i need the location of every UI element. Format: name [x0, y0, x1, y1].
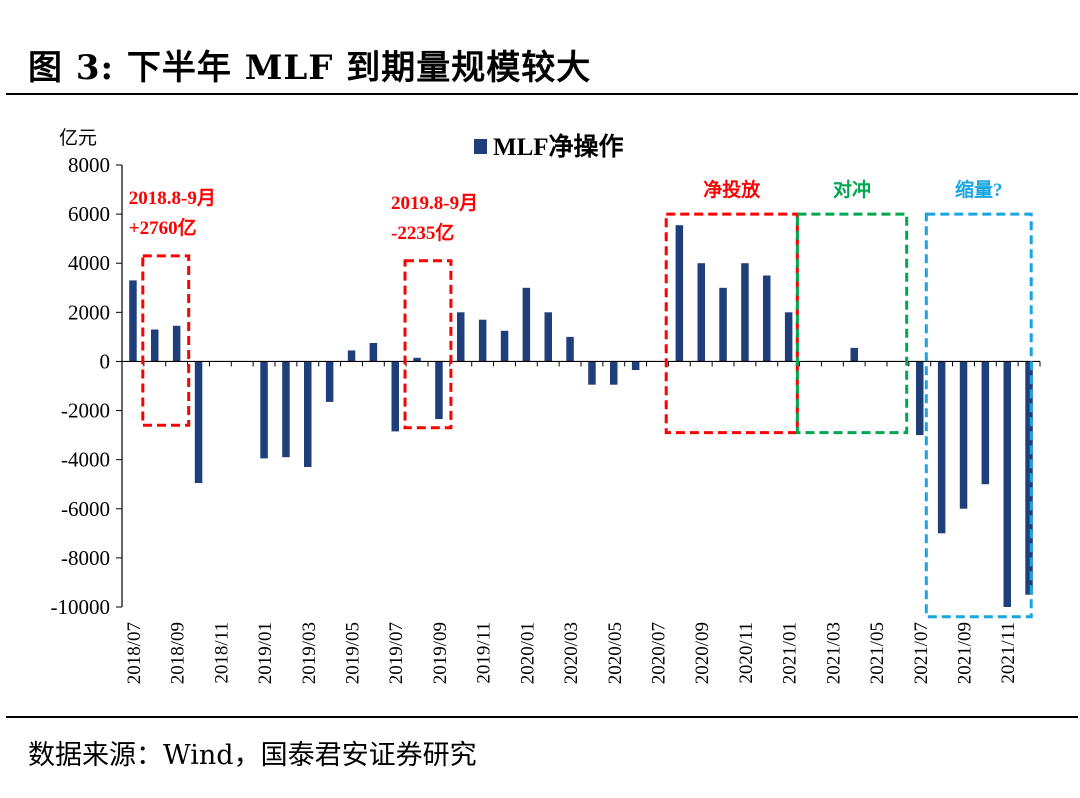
annotation-box	[403, 259, 453, 430]
annotation-box	[141, 254, 191, 427]
annotation-label: +2760亿	[129, 216, 197, 239]
x-tick-label: 2019/05	[343, 622, 364, 684]
bar-2018/08	[151, 329, 159, 362]
x-tick-label: 2021/11	[998, 622, 1019, 684]
x-tick-label: 2018/11	[211, 622, 232, 684]
x-tick-label: 2019/07	[386, 622, 407, 684]
bar-2020/06	[631, 361, 640, 370]
y-tick-label: -4000	[61, 448, 110, 472]
bar-2019/07	[391, 361, 399, 432]
legend: MLF净操作	[474, 133, 624, 161]
x-tick-label: 2019/01	[255, 622, 276, 684]
bar-2020/11	[741, 263, 749, 362]
bar-2020/02	[544, 312, 552, 362]
x-tick-label: 2021/07	[911, 622, 932, 684]
figure-title: 图 3: 下半年 MLF 到期量规模较大	[28, 48, 592, 88]
x-tick-label: 2020/01	[517, 622, 538, 684]
y-tick-label: -2000	[61, 399, 110, 423]
annotation-label: 净投放	[703, 178, 761, 201]
bar-2021/01	[784, 312, 793, 362]
bar-2018/10	[194, 361, 203, 483]
annotations: 2018.8-9月 +2760亿 2019.8-9月 -2235亿 净投放 对冲 缩量?	[129, 178, 1033, 619]
annotation-box	[924, 212, 1033, 619]
bar-series	[129, 225, 1033, 607]
bar-2021/04	[850, 347, 858, 362]
annotation-box	[795, 212, 909, 435]
bar-2019/03	[304, 361, 312, 467]
x-tick-label: 2021/03	[823, 622, 844, 684]
annotation-label: 2019.8-9月	[391, 193, 478, 214]
bar-2019/05	[347, 350, 356, 362]
bar-2019/02	[282, 361, 290, 458]
bar-2020/12	[763, 275, 771, 362]
y-axis-unit-label: 亿元	[59, 127, 97, 149]
bar-2021/09	[959, 361, 968, 509]
annotation-label: 对冲	[833, 178, 871, 201]
y-tick-label: -6000	[61, 497, 110, 521]
y-axis: 亿元 8000 6000 4000 2000 0 -2000 -4000 -6000 -8000 -…	[51, 127, 123, 619]
source-note: 数据来源：Wind，国泰君安证券研究	[28, 740, 477, 771]
bar-2020/10	[719, 287, 727, 362]
x-tick-label: 2018/09	[168, 622, 189, 684]
bar-2019/09	[435, 361, 443, 420]
footer-rule	[6, 716, 1078, 718]
x-tick-label: 2019/03	[299, 622, 320, 684]
bar-2020/04	[588, 361, 596, 385]
x-tick-label: 2020/11	[736, 622, 757, 684]
annotation-box	[664, 212, 799, 435]
x-tick-label: 2021/01	[780, 622, 801, 684]
bar-2021/10	[981, 361, 990, 485]
bar-2021/07	[916, 361, 924, 436]
y-tick-label: 6000	[68, 202, 110, 226]
annotation-label: -2235亿	[391, 221, 454, 244]
bar-2019/01	[260, 361, 268, 459]
bar-2021/08	[937, 361, 946, 534]
mlf-bar-chart: 亿元 8000 6000 4000 2000 0 -2000 -4000 -6000 -8000 -…	[51, 127, 1041, 684]
bar-2020/08	[675, 225, 684, 362]
bar-2019/04	[325, 361, 334, 402]
x-tick-label: 2020/07	[649, 622, 670, 684]
bar-2021/11	[1003, 361, 1011, 607]
annotation-label: 2018.8-9月	[129, 188, 216, 209]
y-tick-label: -8000	[61, 546, 110, 570]
x-tick-label: 2020/05	[605, 622, 626, 684]
annotation-label: 缩量?	[955, 178, 1003, 201]
y-tick-label: 0	[100, 349, 111, 373]
legend-swatch	[474, 139, 487, 154]
x-tick-label: 2018/07	[124, 622, 145, 684]
bar-2020/01	[522, 287, 531, 362]
bar-2020/09	[697, 263, 705, 362]
bar-2018/09	[172, 325, 181, 362]
x-axis: 2018/07 2018/09 2018/11 2019/01 2019/03 2019/…	[121, 360, 1041, 684]
bar-2019/06	[369, 343, 378, 362]
y-tick-label: 4000	[68, 251, 110, 275]
legend-label: MLF净操作	[493, 133, 624, 161]
bar-2019/12	[500, 330, 509, 362]
x-tick-label: 2019/11	[474, 622, 495, 684]
bar-2019/11	[478, 319, 487, 362]
x-tick-label: 2020/03	[561, 622, 582, 684]
x-tick-label: 2021/05	[867, 622, 888, 684]
y-tick-label: -10000	[51, 595, 111, 619]
bar-2020/05	[610, 361, 618, 385]
bar-2019/08	[413, 357, 421, 362]
bar-2020/03	[566, 336, 574, 362]
bar-2018/07	[129, 280, 137, 362]
title-rule	[6, 93, 1078, 95]
x-tick-label: 2019/09	[430, 622, 451, 684]
bar-2021/12	[1025, 361, 1033, 595]
x-tick-label: 2021/09	[955, 622, 976, 684]
bar-2019/10	[457, 312, 465, 362]
y-tick-label: 2000	[68, 300, 110, 324]
x-tick-label: 2020/09	[692, 622, 713, 684]
y-tick-label: 8000	[68, 153, 110, 177]
